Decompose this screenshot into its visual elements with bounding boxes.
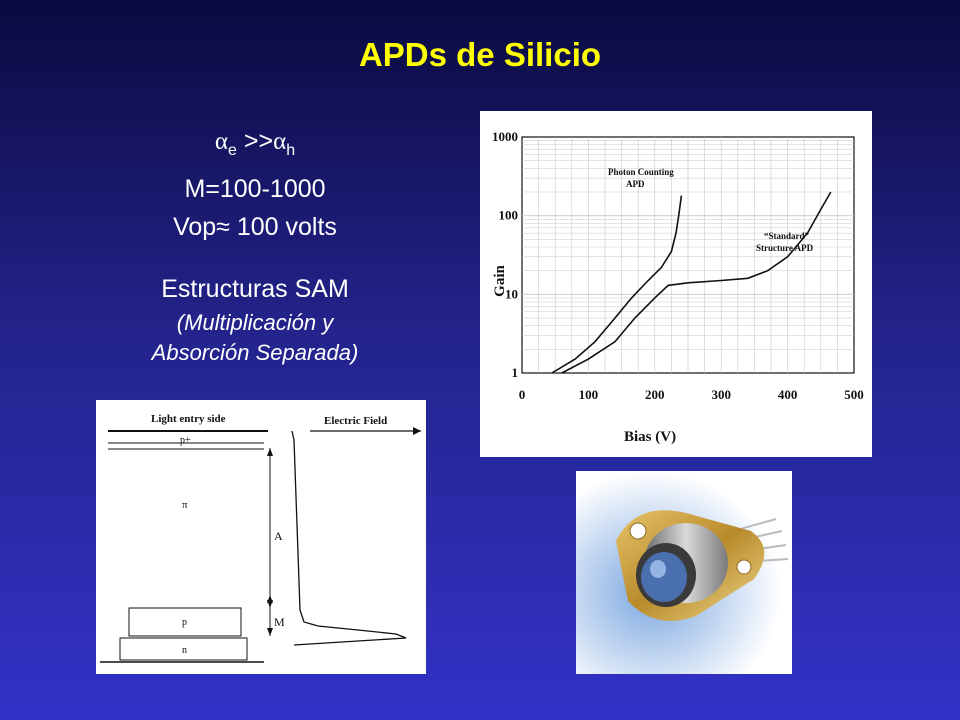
alpha-e-symbol: α [214,128,229,155]
series-standard-apd-line [561,191,832,374]
vop-value: 100 volts [229,213,337,241]
series-photon-counting-line [551,195,683,374]
y-tick-label: 1 [512,365,519,380]
ionization-ratio-line: αe >>αh [100,122,410,170]
field-diagram: Light entry side Electric Field p+ π p n… [100,413,421,663]
field-arrow-icon [413,427,421,435]
spacer [100,246,410,270]
arrow-m-up-icon [267,595,273,603]
field-diagram-panel: Light entry side Electric Field p+ π p n… [96,400,426,674]
gain-chart-panel: 0 100 200 300 400 500 1 10 100 1000 Bias (V) Gain… [480,111,872,457]
alpha-e-subscript: e [228,142,237,159]
x-tick-label: 200 [645,387,665,402]
bullet-list: αe >>αh M=100-1000 Vop≈ 100 volts Estruc… [100,122,410,368]
mount-hole-left [629,522,647,540]
photon-counting-annotation-line2: APD [626,179,645,189]
apd-device-photo [576,471,792,674]
n-region-label: n [182,645,187,656]
sam-detail-line-2: Absorción Separada) [151,340,359,365]
y-tick-label: 1000 [492,129,518,144]
y-axis-label: Gain [492,265,508,297]
photon-counting-annotation: Photon Counting [608,167,674,177]
electric-field-label: Electric Field [324,415,387,427]
x-tick-label: 500 [844,387,864,402]
alpha-h-subscript: h [286,142,296,159]
p-region-box [128,607,242,637]
field-profile-curve [291,430,407,646]
zone-m-label: M [274,615,285,629]
detector-window [641,552,687,602]
slide-title: APDs de Silicio [358,36,602,73]
y-tick-label: 100 [499,208,519,223]
n-region-box [119,637,248,661]
approx-symbol: ≈ [216,213,230,241]
window-reflection [650,560,666,578]
mount-hole-right [736,559,752,575]
pi-region-label: π [182,499,188,511]
sam-structures-line: Estructuras SAM [161,275,349,303]
much-greater-operator: >> [236,127,274,155]
y-tick-label: 10 [505,286,518,301]
p-region-label: p [182,617,187,628]
sam-detail-line-1: (Multiplicación y [176,310,334,335]
p-plus-label: p+ [180,435,191,446]
zone-a-label: A [274,529,283,543]
operating-voltage-line: Vop≈ 100 volts [100,208,410,246]
x-tick-label: 300 [711,387,731,402]
x-tick-label: 100 [579,387,599,402]
x-tick-label: 0 [519,387,526,402]
light-entry-label: Light entry side [151,413,226,425]
arrow-m-down-icon [267,628,273,636]
arrow-up-icon [267,448,273,456]
gain-range-line: M=100-1000 [184,175,326,203]
x-tick-label: 400 [778,387,798,402]
standard-apd-annotation-line2: Structure APD [756,243,814,253]
standard-apd-annotation: “Standard” [764,231,810,241]
alpha-h-symbol: α [273,128,287,155]
vop-label: Vop [173,213,217,241]
gain-bias-chart: 0 100 200 300 400 500 1 10 100 1000 Bias (V) Gain… [492,129,864,445]
x-axis-label: Bias (V) [624,429,676,445]
apd-photo-panel [576,471,792,674]
